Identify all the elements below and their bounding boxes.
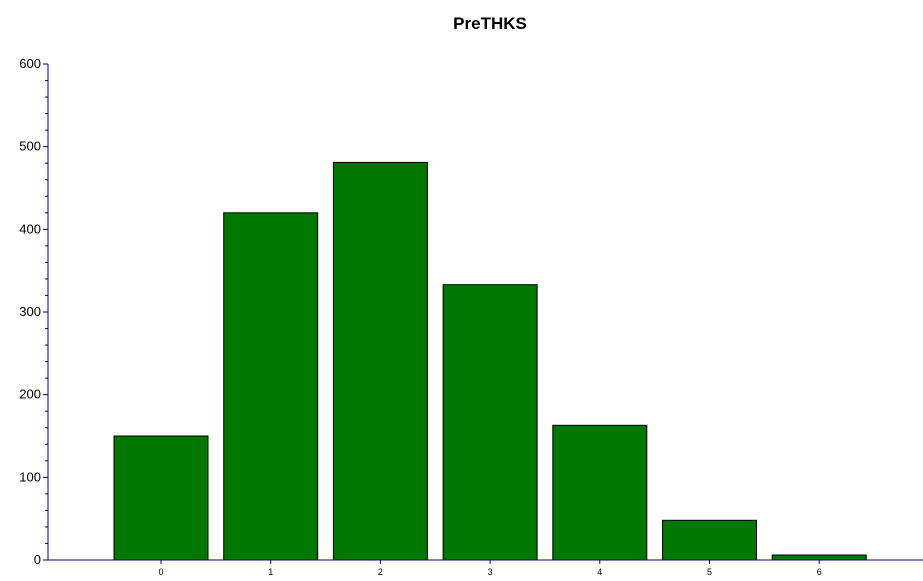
x-tick-label: 1 — [268, 567, 273, 577]
x-tick-label: 6 — [817, 567, 822, 577]
x-tick-label: 0 — [158, 567, 163, 577]
y-tick-label: 200 — [19, 387, 41, 402]
y-tick-label: 300 — [19, 304, 41, 319]
bar-0 — [113, 435, 209, 561]
bar-3 — [442, 284, 538, 561]
x-tick-label: 5 — [707, 567, 712, 577]
y-tick-label: 400 — [19, 221, 41, 236]
x-tick-label: 4 — [597, 567, 602, 577]
bars-group — [113, 161, 867, 561]
bar-6 — [771, 554, 867, 561]
x-tick-label: 3 — [488, 567, 493, 577]
y-tick-label: 100 — [19, 469, 41, 484]
bar-4 — [552, 424, 648, 561]
bar-1 — [223, 212, 319, 561]
chart-title: PreTHKS — [453, 14, 527, 33]
x-axis: 0 1 2 3 4 5 6 — [48, 559, 923, 577]
y-tick-label: 500 — [19, 139, 41, 154]
y-tick-label: 0 — [34, 552, 41, 567]
y-axis: 0 100 200 300 400 500 600 — [19, 56, 49, 567]
bar-5 — [662, 519, 757, 561]
x-tick-label: 2 — [378, 567, 383, 577]
y-tick-label: 600 — [19, 56, 41, 71]
bar-2 — [332, 161, 428, 561]
